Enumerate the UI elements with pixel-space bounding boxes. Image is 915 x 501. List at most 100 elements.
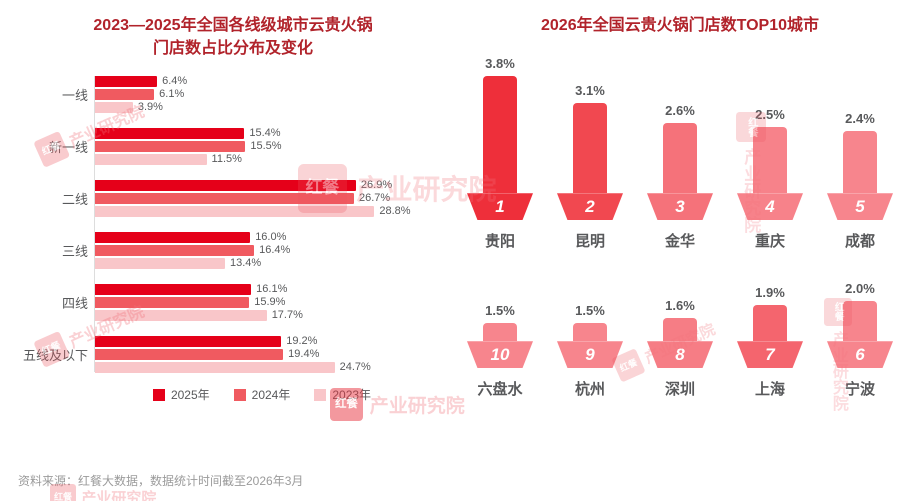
podium-rank-badge: 4 <box>737 193 803 221</box>
category-label: 新一线 <box>48 139 88 155</box>
legend-swatch <box>314 388 327 401</box>
bar-value-label: 6.4% <box>162 75 188 88</box>
bar-value-label: 15.9% <box>254 296 286 309</box>
hbar-segment <box>95 296 250 308</box>
podium-city-label: 深圳 <box>664 381 695 399</box>
bar-value-label: 26.9% <box>360 179 393 192</box>
bar-value-label: 17.7% <box>271 309 303 322</box>
podium-value-label: 2.5% <box>755 107 785 123</box>
bar-line: 6.1% <box>95 88 448 100</box>
hbar-chart-area: 一线 6.4% 6.1% 3.9% 新一线 15.4% 15.5% 11.5% 二线 26.9% 2… <box>18 74 448 374</box>
podium-city-label: 昆明 <box>574 233 605 251</box>
podium-value-label: 2.6% <box>665 103 695 119</box>
legend-item: 2025年 <box>152 386 210 403</box>
data-source-note: 资料来源：红餐大数据，数据统计时间截至2026年3月 <box>18 474 304 488</box>
podium-column: 2.0% 6 宁波 <box>817 277 903 399</box>
category-group: 五线及以下 19.2% 19.4% 24.7% <box>18 334 448 374</box>
bar-value-label: 26.7% <box>358 192 391 205</box>
bar-line: 15.5% <box>95 140 448 152</box>
left-chart-title: 2023—2025年全国各线级城市云贵火锅 门店数占比分布及变化 <box>18 14 448 60</box>
bar-line: 26.9% <box>95 179 448 191</box>
category-group: 三线 16.0% 16.4% 13.4% <box>18 230 448 270</box>
podium-value-label: 1.9% <box>755 285 785 301</box>
category-label: 三线 <box>61 243 88 259</box>
podium-value-label: 3.1% <box>575 83 605 99</box>
podium-column: 2.6% 3 金华 <box>637 55 723 251</box>
podium-bar <box>753 127 787 194</box>
podium-rank-badge: 10 <box>467 341 533 369</box>
bar-line: 11.5% <box>95 153 448 165</box>
podium-bar <box>573 323 607 342</box>
bar-value-label: 15.4% <box>249 127 281 140</box>
podium-city-label: 上海 <box>754 381 785 399</box>
podium-value-label: 1.5% <box>575 303 605 319</box>
category-bars: 6.4% 6.1% 3.9% <box>94 74 448 114</box>
legend-label: 2024年 <box>251 388 291 403</box>
podium-city-label: 金华 <box>664 233 695 251</box>
legend-swatch <box>152 388 165 401</box>
bar-line: 16.0% <box>95 231 448 243</box>
bar-line: 3.9% <box>95 101 448 113</box>
podium-rank-badge: 3 <box>647 193 713 221</box>
podium-city-label: 成都 <box>844 233 875 251</box>
podium-city-label: 重庆 <box>754 233 785 251</box>
hbar-segment <box>95 153 207 165</box>
category-group: 新一线 15.4% 15.5% 11.5% <box>18 126 448 166</box>
hbar-segment <box>95 309 267 321</box>
category-bars: 16.1% 15.9% 17.7% <box>94 282 448 322</box>
podium-bar <box>483 76 517 194</box>
podium-city-label: 宁波 <box>844 381 875 399</box>
category-label: 五线及以下 <box>22 347 88 363</box>
podium-city-label: 杭州 <box>574 381 605 399</box>
bar-value-label: 28.8% <box>379 205 411 218</box>
hbar-segment <box>95 205 375 217</box>
bar-line: 19.2% <box>95 335 448 347</box>
podium-rank-badge: 9 <box>557 341 623 369</box>
bar-line: 28.8% <box>95 205 448 217</box>
podium-bar <box>663 123 697 194</box>
category-bars: 16.0% 16.4% 13.4% <box>94 230 448 270</box>
hbar-segment <box>95 88 155 100</box>
bar-line: 17.7% <box>95 309 448 321</box>
legend-label: 2023年 <box>332 388 372 403</box>
bar-value-label: 16.1% <box>256 283 288 296</box>
legend-item: 2024年 <box>233 386 291 403</box>
category-group: 二线 26.9% 26.7% 28.8% <box>18 178 448 218</box>
podium-rank-badge: 6 <box>827 341 893 369</box>
podium-column: 3.1% 2 昆明 <box>547 55 633 251</box>
hbar-segment <box>95 192 354 204</box>
bar-line: 6.4% <box>95 75 448 87</box>
bar-value-label: 13.4% <box>229 257 262 270</box>
bar-value-label: 15.5% <box>250 140 282 153</box>
legend-label: 2025年 <box>170 388 210 403</box>
hbar-segment <box>95 75 158 87</box>
hbar-segment <box>95 348 284 360</box>
podium-city-label: 贵阳 <box>484 233 515 251</box>
bar-value-label: 16.0% <box>255 231 287 244</box>
podium-bar <box>483 323 517 342</box>
hbar-segment <box>95 140 246 152</box>
top10-cities-chart-panel: 2026年全国云贵火锅门店数TOP10城市 3.8% 1 贵阳 3.1% 2 昆明 2.6%… <box>455 14 905 399</box>
category-group: 一线 6.4% 6.1% 3.9% <box>18 74 448 114</box>
podium-value-label: 2.0% <box>845 281 875 297</box>
podium-value-label: 1.6% <box>665 298 695 314</box>
podium-row-bottom: 1.5% 10 六盘水 1.5% 9 杭州 1.6% 8 深圳 1.9% 7 上海 2.0% 6 宁波 <box>455 277 905 399</box>
bar-line: 19.4% <box>95 348 448 360</box>
podium-column: 1.5% 9 杭州 <box>547 277 633 399</box>
bar-line: 24.7% <box>95 361 448 373</box>
bar-line: 26.7% <box>95 192 448 204</box>
podium-value-label: 2.4% <box>845 111 875 127</box>
bar-value-label: 19.4% <box>288 348 320 361</box>
podium-bar <box>753 305 787 342</box>
podium-column: 1.6% 8 深圳 <box>637 277 723 399</box>
podium-rank-badge: 7 <box>737 341 803 369</box>
podium-rank-badge: 5 <box>827 193 893 221</box>
hbar-segment <box>95 335 282 347</box>
category-label: 二线 <box>61 191 88 207</box>
podium-column: 1.5% 10 六盘水 <box>457 277 543 399</box>
city-tier-chart-panel: 2023—2025年全国各线级城市云贵火锅 门店数占比分布及变化 一线 6.4% 6… <box>18 14 448 403</box>
hbar-segment <box>95 283 252 295</box>
hbar-segment <box>95 361 335 373</box>
podium-bar <box>843 131 877 194</box>
bar-value-label: 11.5% <box>211 153 242 166</box>
